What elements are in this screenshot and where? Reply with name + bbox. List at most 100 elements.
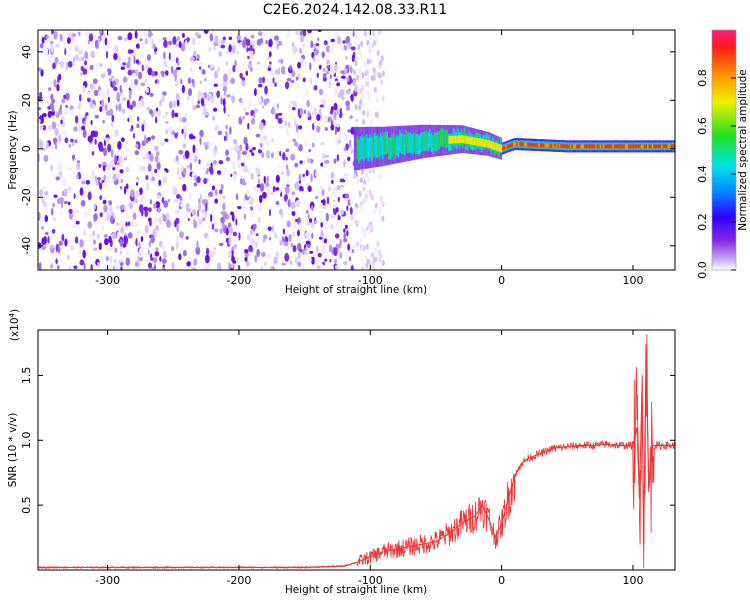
- heatmap-cell: [79, 187, 84, 196]
- heatmap-cell: [346, 230, 349, 237]
- heatmap-cell: [362, 186, 366, 193]
- heatmap-cell: [136, 123, 140, 129]
- heatmap-cell: [366, 39, 370, 46]
- heatmap-cell: [114, 263, 119, 270]
- y-tick-label: 0.5: [20, 496, 33, 514]
- heatmap-cell: [338, 132, 342, 140]
- heatmap-cell: [154, 168, 158, 174]
- heatmap-cell: [378, 173, 382, 180]
- colorbar-ticks: 0.0 0.2 0.4 0.6 0.8: [696, 69, 736, 279]
- heatmap-cell: [358, 51, 362, 58]
- heatmap-cell: [574, 144, 577, 149]
- heatmap-cell: [57, 265, 60, 270]
- heatmap-cell: [227, 67, 233, 76]
- heatmap-cell: [297, 61, 301, 69]
- heatmap-cell: [250, 50, 254, 59]
- heatmap-cell: [146, 54, 151, 61]
- heatmap-cell: [279, 188, 282, 193]
- heatmap-cell: [454, 135, 457, 144]
- heatmap-cell: [318, 88, 324, 96]
- heatmap-cell: [137, 255, 140, 264]
- heatmap-cell: [336, 82, 341, 87]
- heatmap-cell: [99, 182, 103, 190]
- heatmap-cell: [89, 99, 93, 109]
- heatmap-cell: [275, 251, 279, 259]
- heatmap-cell: [144, 209, 149, 218]
- snr-series-line: [38, 349, 675, 568]
- heatmap-cell: [326, 59, 330, 65]
- heatmap-cell: [140, 197, 143, 202]
- heatmap-cell: [528, 142, 531, 147]
- heatmap-cell: [308, 218, 313, 223]
- heatmap-cell: [67, 60, 73, 68]
- heatmap-cell: [334, 258, 337, 264]
- heatmap-cell: [141, 64, 144, 72]
- heatmap-cell: [73, 210, 78, 215]
- heatmap-cell: [232, 243, 238, 250]
- heatmap-cell: [111, 75, 115, 79]
- heatmap-cell: [389, 137, 392, 160]
- heatmap-cell: [270, 68, 274, 76]
- heatmap-cell: [277, 117, 282, 124]
- heatmap-cell: [244, 248, 249, 254]
- heatmap-cell: [217, 130, 223, 136]
- heatmap-cell: [231, 213, 235, 222]
- heatmap-cell: [249, 206, 254, 211]
- heatmap-cell: [103, 233, 109, 239]
- heatmap-cell: [212, 45, 216, 51]
- heatmap-cell: [373, 256, 377, 263]
- heatmap-cell: [158, 216, 162, 225]
- heatmap-cell: [39, 189, 43, 197]
- heatmap-cell: [64, 137, 69, 144]
- heatmap-cell: [258, 194, 263, 204]
- heatmap-cell: [151, 39, 154, 48]
- heatmap-cell: [172, 186, 178, 196]
- heatmap-cell: [439, 128, 442, 147]
- heatmap-cell: [67, 234, 71, 243]
- heatmap-cell: [266, 175, 270, 183]
- heatmap-cell: [39, 140, 44, 149]
- heatmap-cell: [656, 144, 659, 149]
- heatmap-cell: [222, 195, 226, 200]
- heatmap-cell: [513, 142, 515, 147]
- heatmap-cell: [338, 240, 342, 249]
- heatmap-cell: [416, 133, 418, 154]
- heatmap-cell: [291, 42, 295, 48]
- heatmap-cell: [226, 49, 230, 55]
- heatmap-cell: [205, 112, 210, 116]
- heatmap-cell: [121, 97, 127, 101]
- heatmap-cell: [378, 136, 381, 160]
- heatmap-cell: [367, 227, 371, 234]
- heatmap-cell: [643, 144, 646, 149]
- heatmap-cell: [116, 222, 120, 226]
- heatmap-cell: [193, 50, 197, 57]
- heatmap-cell: [184, 40, 188, 47]
- heatmap-cell: [82, 249, 86, 259]
- heatmap-cell: [317, 188, 320, 197]
- heatmap-cell: [381, 95, 385, 102]
- heatmap-cell: [249, 44, 253, 51]
- heatmap-cell: [214, 144, 218, 154]
- heatmap-cell: [380, 79, 384, 86]
- heatmap-cell: [159, 99, 162, 107]
- heatmap-cell: [117, 140, 122, 150]
- heatmap-cell: [516, 142, 518, 146]
- heatmap-cell: [243, 136, 248, 145]
- heatmap-cell: [327, 186, 332, 193]
- heatmap-cell: [243, 213, 247, 221]
- heatmap-cell: [142, 156, 146, 160]
- colorbar-tick-label: 0.4: [696, 165, 709, 183]
- heatmap-cell: [336, 153, 340, 162]
- heatmap-cell: [65, 92, 70, 101]
- heatmap-cell: [192, 171, 196, 177]
- heatmap-cell: [261, 151, 264, 159]
- heatmap-cell: [72, 33, 77, 37]
- heatmap-cell: [354, 30, 358, 39]
- heatmap-cell: [288, 121, 291, 129]
- heatmap-cell: [175, 241, 179, 250]
- heatmap-cell: [356, 241, 360, 248]
- heatmap-cell: [117, 35, 123, 41]
- heatmap-cell: [277, 59, 282, 64]
- heatmap-cell: [324, 258, 328, 262]
- heatmap-cell: [72, 154, 75, 162]
